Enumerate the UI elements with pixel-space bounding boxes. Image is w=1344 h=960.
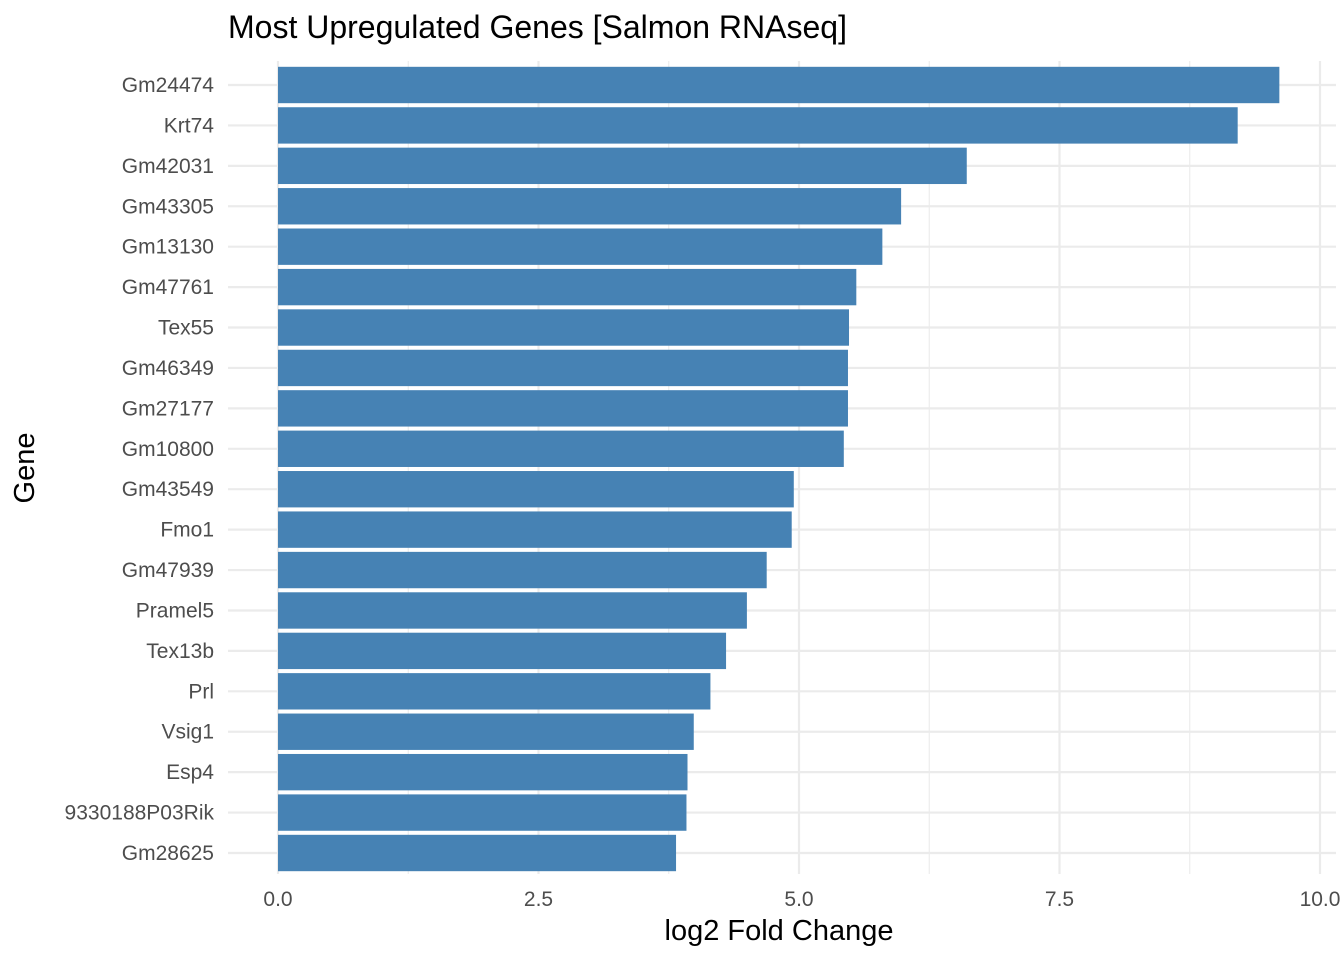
y-tick-label: Gm47939 (122, 559, 214, 582)
bar (278, 592, 747, 629)
y-tick-label: Gm46349 (122, 357, 214, 380)
bar (278, 66, 1280, 104)
y-tick-label: Tex13b (146, 640, 214, 663)
y-axis-title: Gene (9, 433, 41, 504)
bar (278, 228, 883, 265)
bar (278, 147, 967, 185)
y-axis-tick-labels: Gm24474 Krt74 Gm42031 Gm43305 Gm13130 Gm47761… (65, 74, 215, 865)
bar (278, 713, 694, 750)
bar (278, 794, 687, 831)
y-tick-label: Vsig1 (161, 721, 214, 744)
bar (278, 834, 677, 872)
y-tick-label: 9330188P03Rik (65, 802, 215, 825)
y-tick-label: Gm10800 (122, 438, 214, 461)
x-tick-label: 7.5 (1045, 888, 1074, 911)
y-tick-label: Esp4 (166, 761, 214, 784)
bar (278, 349, 848, 387)
x-axis-title: log2 Fold Change (665, 915, 894, 947)
x-tick-label: 5.0 (784, 888, 813, 911)
y-tick-label: Gm27177 (122, 397, 214, 420)
y-tick-label: Fmo1 (160, 519, 214, 542)
x-tick-label: 0.0 (263, 888, 292, 911)
y-tick-label: Prl (188, 680, 214, 703)
bar (278, 430, 844, 467)
y-tick-label: Gm43305 (122, 195, 214, 218)
bar (278, 188, 902, 225)
y-tick-label: Gm43549 (122, 478, 214, 501)
chart-title: Most Upregulated Genes [Salmon RNAseq] (228, 9, 847, 45)
bar (278, 632, 727, 670)
y-tick-label: Pramel5 (136, 599, 214, 622)
bar (278, 107, 1238, 144)
bar (278, 673, 711, 710)
y-tick-label: Gm13130 (122, 236, 214, 259)
y-tick-label: Gm24474 (122, 74, 215, 97)
x-tick-label: 2.5 (524, 888, 553, 911)
x-tick-label: 10.0 (1300, 888, 1341, 911)
y-tick-label: Gm28625 (122, 842, 214, 865)
bar (278, 551, 767, 589)
bar (278, 390, 848, 427)
bar (278, 268, 857, 306)
bars (278, 66, 1280, 872)
y-tick-label: Gm47761 (122, 276, 214, 299)
bar (278, 471, 794, 508)
bar (278, 511, 792, 548)
y-tick-label: Krt74 (164, 114, 215, 137)
bar (278, 309, 850, 346)
x-axis-tick-labels: 0.0 2.5 5.0 7.5 10.0 (263, 888, 1340, 911)
y-tick-label: Gm42031 (122, 155, 214, 178)
y-tick-label: Tex55 (158, 317, 214, 340)
bar (278, 753, 688, 791)
